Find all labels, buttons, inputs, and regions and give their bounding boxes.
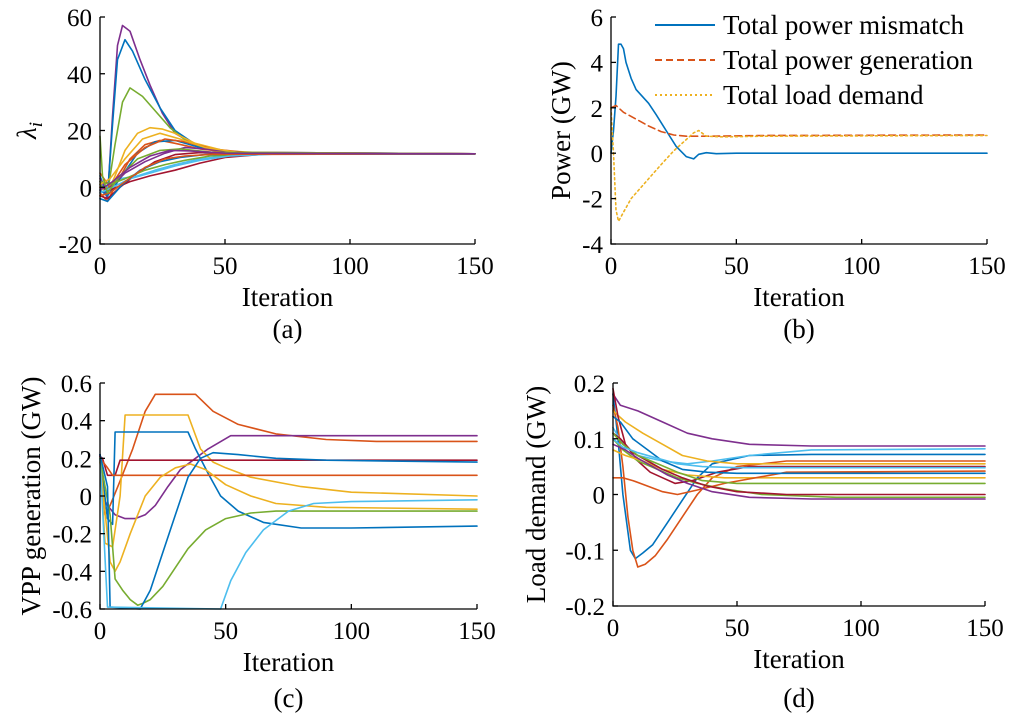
x-tick-label: 150 [458, 618, 496, 645]
legend-label: Total power mismatch [723, 10, 965, 40]
panel-caption: (d) [783, 683, 814, 713]
x-axis-title: Iteration [753, 644, 845, 674]
series-line-3 [99, 87, 476, 194]
y-tick-label: 60 [67, 5, 92, 32]
legend-label: Total power generation [723, 45, 974, 75]
axes [99, 383, 477, 610]
x-axis-title: Iteration [243, 647, 335, 677]
y-tick-label: 6 [591, 5, 604, 32]
series-line-13 [99, 153, 476, 194]
y-tick-label: 0 [591, 141, 604, 168]
y-tick-label: 4 [591, 50, 604, 77]
series-line-6 [612, 387, 986, 485]
series-line-14 [612, 438, 986, 469]
series-line-18 [99, 149, 476, 191]
series-line-10 [99, 457, 478, 610]
x-tick-label: 100 [843, 253, 881, 280]
series-line-6 [99, 151, 476, 200]
y-tick-label: 40 [67, 62, 92, 89]
series-line-1 [99, 393, 478, 516]
y-axis-title: Load demand (GW) [521, 386, 551, 603]
y-tick-label: -0.6 [52, 597, 92, 624]
y-tick-label: 0.4 [61, 409, 93, 436]
x-tick-label: 150 [968, 253, 1006, 280]
y-tick-label: -0.1 [565, 538, 605, 565]
y-tick-label: -0.2 [52, 522, 92, 549]
y-tick-label: 0.6 [61, 371, 92, 398]
x-tick-label: 50 [724, 253, 749, 280]
series-line-6 [99, 457, 478, 477]
y-tick-label: -0.2 [565, 594, 605, 621]
x-tick-label: 50 [213, 618, 238, 645]
series-line-12 [612, 443, 986, 500]
series-line-3 [612, 404, 986, 568]
x-tick-label: 0 [94, 253, 107, 280]
x-tick-label: 150 [456, 253, 494, 280]
y-tick-label: -4 [582, 232, 603, 259]
y-axis-title: VPP generation (GW) [16, 377, 46, 616]
x-tick-label: 150 [966, 615, 1004, 642]
y-tick-label: 0 [593, 483, 606, 510]
series-line-3 [610, 107, 988, 223]
series-line-4 [99, 126, 476, 194]
panel-caption: (c) [274, 683, 304, 713]
series-line-5 [612, 410, 986, 465]
x-tick-label: 50 [213, 253, 238, 280]
y-tick-label: 2 [591, 96, 604, 123]
series-line-8 [99, 457, 478, 606]
x-tick-label: 0 [605, 253, 618, 280]
x-tick-label: 100 [331, 253, 369, 280]
legend: Total power mismatch Total power generati… [655, 10, 974, 110]
x-axis-title: Iteration [753, 282, 845, 312]
y-tick-label: 0 [80, 175, 93, 202]
series-line-9 [612, 470, 986, 496]
x-axis-title: Iteration [242, 282, 334, 312]
series-line-1 [612, 393, 986, 447]
panel-caption: (b) [783, 314, 814, 344]
axes [99, 17, 475, 245]
series-line-1 [610, 43, 988, 160]
x-tick-label: 0 [607, 615, 620, 642]
panel-d: 0 50 100 150 -0.2 -0.1 0 0.1 0.2 Iteration Load de… [521, 371, 1004, 713]
series-line-9 [99, 451, 478, 610]
y-tick-label: 0.2 [574, 371, 605, 398]
series-line-8 [99, 139, 476, 197]
y-axis-title: λi [12, 122, 47, 140]
series-line-2 [99, 434, 478, 520]
x-tick-label: 100 [333, 618, 371, 645]
y-tick-label: 0.1 [574, 427, 605, 454]
series-line-11 [612, 415, 986, 475]
series-line-4 [99, 431, 478, 529]
y-tick-label: -0.4 [52, 559, 92, 586]
panel-b: 0 50 100 150 -4 -2 0 2 4 6 Iteration Power (GW) (b) T… [546, 5, 1006, 344]
series-line-17 [99, 135, 476, 194]
x-tick-label: 0 [94, 618, 107, 645]
legend-label: Total load demand [723, 80, 924, 110]
series-line-2 [99, 38, 476, 197]
panel-caption: (a) [273, 314, 303, 344]
series-line-16 [99, 153, 476, 197]
series-line-13 [612, 432, 986, 485]
panel-c: 0 50 100 150 -0.6 -0.4 -0.2 0 0.2 0.4 0.6 Iteration… [16, 371, 496, 713]
series-line-14 [99, 132, 476, 186]
y-axis-title: Power (GW) [546, 61, 576, 200]
series-line-2 [610, 104, 988, 137]
series-line-10 [612, 432, 986, 496]
y-tick-label: -2 [582, 187, 603, 214]
series-line-7 [612, 438, 986, 499]
x-tick-label: 100 [842, 615, 880, 642]
y-tick-label: 20 [67, 119, 92, 146]
y-tick-label: 0 [80, 484, 93, 511]
series-line-8 [612, 449, 986, 479]
x-tick-label: 50 [725, 615, 750, 642]
y-tick-label: 0.2 [61, 446, 92, 473]
series-line-7 [99, 461, 478, 573]
y-tick-label: -20 [59, 232, 92, 259]
